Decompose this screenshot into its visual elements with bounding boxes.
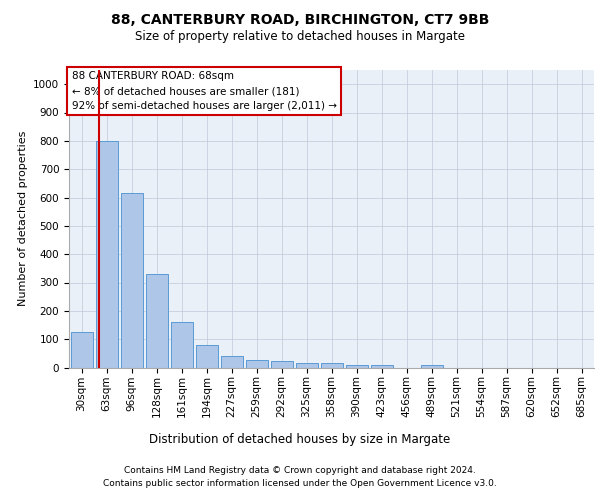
- Bar: [170, 322, 193, 368]
- Bar: [346, 364, 367, 368]
- Bar: [320, 363, 343, 368]
- Bar: [271, 362, 293, 368]
- Bar: [95, 141, 118, 368]
- Bar: [221, 356, 242, 368]
- Bar: [371, 364, 392, 368]
- Bar: [421, 364, 443, 368]
- Bar: [296, 363, 317, 368]
- Text: Distribution of detached houses by size in Margate: Distribution of detached houses by size …: [149, 432, 451, 446]
- Y-axis label: Number of detached properties: Number of detached properties: [17, 131, 28, 306]
- Text: 88 CANTERBURY ROAD: 68sqm
← 8% of detached houses are smaller (181)
92% of semi-: 88 CANTERBURY ROAD: 68sqm ← 8% of detach…: [71, 72, 337, 111]
- Text: Size of property relative to detached houses in Margate: Size of property relative to detached ho…: [135, 30, 465, 43]
- Text: Contains HM Land Registry data © Crown copyright and database right 2024.: Contains HM Land Registry data © Crown c…: [124, 466, 476, 475]
- Bar: [71, 332, 92, 368]
- Bar: [121, 193, 143, 368]
- Bar: [146, 274, 167, 368]
- Bar: [196, 346, 218, 368]
- Bar: [245, 360, 268, 368]
- Text: 88, CANTERBURY ROAD, BIRCHINGTON, CT7 9BB: 88, CANTERBURY ROAD, BIRCHINGTON, CT7 9B…: [111, 12, 489, 26]
- Text: Contains public sector information licensed under the Open Government Licence v3: Contains public sector information licen…: [103, 479, 497, 488]
